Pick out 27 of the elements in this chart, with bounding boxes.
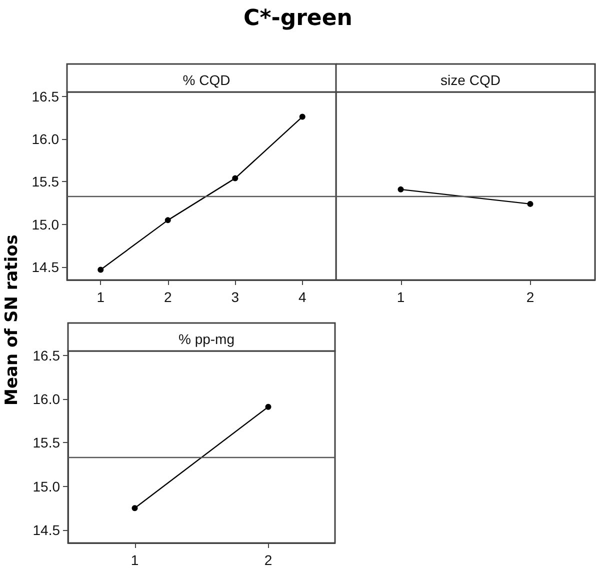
y-tick-label: 16.5 — [32, 347, 60, 364]
x-tick-label: 1 — [396, 289, 405, 305]
point — [299, 114, 306, 120]
point — [164, 217, 171, 224]
x-tick-label: 2 — [526, 289, 534, 305]
y-tick-label: 16.0 — [32, 391, 60, 407]
x-tick-label: 3 — [231, 289, 240, 305]
y-tick-label: 14.5 — [32, 259, 60, 276]
chart-subtitle: size CQD — [440, 72, 500, 88]
y-tick-label: 16.0 — [32, 131, 60, 147]
chart-subtitle: % pp-mg — [178, 331, 235, 347]
x-tick-label: 2 — [164, 289, 172, 305]
x-tick-label: 4 — [298, 289, 306, 305]
y-tick-label: 15.0 — [32, 478, 60, 494]
y-tick-label: 15.0 — [32, 216, 60, 232]
x-tick-label: 1 — [130, 552, 139, 568]
chart-title: C*-green — [242, 6, 354, 31]
chart-subtitle: % CQD — [182, 72, 230, 88]
x-tick-label: 1 — [96, 289, 105, 305]
y-tick-label: 16.5 — [32, 88, 60, 104]
y-tick-label: 15.5 — [32, 174, 60, 190]
y-tick-label: 14.5 — [32, 522, 60, 538]
y-axis-title: Mean of SN ratios — [2, 234, 22, 406]
point — [98, 266, 104, 273]
point — [232, 175, 238, 182]
x-tick-label: 2 — [264, 552, 272, 568]
y-tick-label: 15.5 — [32, 434, 60, 451]
